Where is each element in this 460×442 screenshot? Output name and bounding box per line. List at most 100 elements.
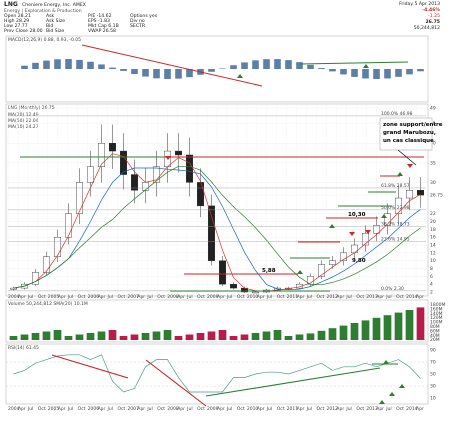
candle-body bbox=[229, 283, 237, 289]
macd-bar bbox=[142, 69, 149, 77]
macd-bar bbox=[285, 60, 292, 69]
candle-body bbox=[384, 213, 392, 226]
volume-bar bbox=[372, 317, 381, 340]
candle-body bbox=[43, 256, 51, 273]
rsi-axis-label: 50 bbox=[430, 372, 436, 378]
x-axis-label: 2009 bbox=[207, 294, 219, 300]
macd-bar bbox=[32, 62, 39, 69]
macd-trendline bbox=[81, 44, 263, 87]
x-axis-label: Apr bbox=[257, 294, 265, 300]
volume-axis-label: 20M bbox=[430, 337, 440, 343]
macd-bar bbox=[175, 69, 182, 79]
macd-bar bbox=[241, 62, 248, 69]
candle-body bbox=[97, 143, 105, 167]
price-axis-label: 22 bbox=[430, 211, 436, 217]
x-axis-label-bottom: 2006 bbox=[88, 406, 100, 412]
moving-average-line bbox=[13, 167, 421, 291]
x-axis-label: Oct bbox=[157, 294, 165, 300]
macd-bar bbox=[406, 69, 413, 75]
price-axis-label: 45 bbox=[430, 121, 436, 127]
x-axis-label: Oct bbox=[277, 294, 285, 300]
x-axis-label: 2014 bbox=[406, 294, 418, 300]
x-axis-label: Apr bbox=[416, 294, 424, 300]
macd-bar bbox=[362, 69, 369, 79]
price-axis-label: 10 bbox=[430, 258, 436, 264]
x-axis-label: Apr bbox=[18, 294, 26, 300]
candle-body bbox=[119, 150, 127, 175]
x-axis-label-bottom: Apr bbox=[297, 406, 305, 412]
quote-field: Bid Size bbox=[46, 29, 65, 34]
x-axis-label-bottom: Oct bbox=[38, 406, 46, 412]
macd-bar bbox=[54, 59, 61, 69]
macd-bar bbox=[87, 61, 94, 69]
annotation-level-1: 5,88 bbox=[262, 268, 276, 274]
quote-field: High 28.29 bbox=[4, 19, 30, 24]
macd-bar bbox=[274, 59, 281, 69]
x-axis-label: Jul bbox=[146, 294, 152, 300]
volume-axis-label: 120M bbox=[430, 315, 443, 321]
change-value: -1.25 bbox=[428, 14, 440, 19]
price-axis-label: 14 bbox=[430, 243, 436, 249]
x-axis-label-bottom: Apr bbox=[98, 406, 106, 412]
rsi-panel bbox=[5, 343, 429, 405]
ma-label-1: MA(20) 12.49 bbox=[8, 112, 39, 118]
ma-label-3: MA(10) 24.27 bbox=[8, 124, 39, 130]
x-axis-label-bottom: Apr bbox=[137, 406, 145, 412]
x-axis-label-bottom: Jul bbox=[226, 406, 232, 412]
x-axis-label: 2007 bbox=[127, 294, 139, 300]
price-axis-label: 12 bbox=[430, 250, 436, 256]
volume-bar bbox=[64, 336, 73, 340]
volume-bar bbox=[350, 323, 359, 340]
candle-body bbox=[108, 143, 116, 152]
x-axis-label: Oct bbox=[38, 294, 46, 300]
x-axis-label-bottom: Jul bbox=[107, 406, 113, 412]
candle-body bbox=[174, 150, 182, 156]
macd-bar bbox=[219, 68, 226, 69]
candle-body bbox=[395, 197, 403, 214]
annotation-note-line-3: un cas classique bbox=[383, 138, 434, 144]
x-axis-label-bottom: Jul bbox=[345, 406, 351, 412]
macd-bar bbox=[164, 69, 171, 79]
x-axis-label-bottom: Jul bbox=[186, 406, 192, 412]
macd-bar bbox=[65, 59, 72, 69]
macd-bar bbox=[131, 69, 138, 75]
annotation-note-box bbox=[379, 117, 433, 151]
annotation-level-3: 9,80 bbox=[352, 258, 366, 264]
fibonacci-levels: 100.0% 46.98 61.8% 28.57 50.0% 22.98 38.2% … bbox=[8, 111, 426, 292]
quote-field: EPS -1.83 bbox=[88, 19, 110, 24]
candle-body bbox=[218, 260, 226, 285]
up-arrow bbox=[399, 384, 405, 388]
volume-bar bbox=[9, 336, 18, 340]
x-axis-label: Jul bbox=[345, 294, 351, 300]
down-arrow bbox=[365, 230, 371, 234]
x-axis-label: Oct bbox=[197, 294, 205, 300]
x-axis-label-bottom: Apr bbox=[257, 406, 265, 412]
macd-bar bbox=[373, 69, 380, 79]
volume-bar bbox=[394, 312, 403, 340]
quote-field: Ask Size bbox=[46, 19, 66, 24]
macd-bar bbox=[252, 60, 259, 69]
volume-bar bbox=[196, 333, 205, 340]
volume-bar bbox=[405, 310, 414, 340]
candle-body bbox=[417, 190, 425, 196]
x-axis-label: Jul bbox=[226, 294, 232, 300]
volume-axis-label: 60M bbox=[430, 328, 440, 334]
down-arrow bbox=[349, 232, 355, 236]
candle-body bbox=[196, 182, 204, 207]
x-axis-label: Oct bbox=[117, 294, 125, 300]
x-axis-label: Apr bbox=[217, 294, 225, 300]
x-axis-label: 2013 bbox=[366, 294, 378, 300]
volume-bar bbox=[207, 331, 216, 340]
x-axis-label: Oct bbox=[317, 294, 325, 300]
quote-field: VWAP 26.58 bbox=[88, 29, 116, 34]
x-axis-label-bottom: 2012 bbox=[326, 406, 338, 412]
x-axis-label: Oct bbox=[356, 294, 364, 300]
up-arrow bbox=[397, 172, 403, 176]
volume-bar bbox=[185, 334, 194, 340]
x-axis-label: 2012 bbox=[326, 294, 338, 300]
x-axis-label-bottom: 2013 bbox=[366, 406, 378, 412]
x-axis-label-bottom: Jul bbox=[146, 406, 152, 412]
macd-bar bbox=[384, 69, 391, 79]
x-axis-label: Jul bbox=[67, 294, 73, 300]
